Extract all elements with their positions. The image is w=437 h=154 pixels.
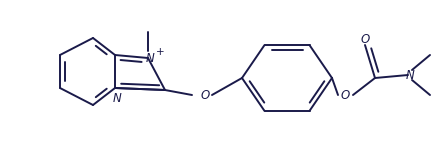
Text: O: O [340,89,350,101]
Text: +: + [156,47,164,57]
Text: O: O [361,32,370,45]
Text: N: N [406,69,414,81]
Text: N: N [113,91,121,105]
Text: N: N [146,51,154,65]
Text: O: O [201,89,210,101]
